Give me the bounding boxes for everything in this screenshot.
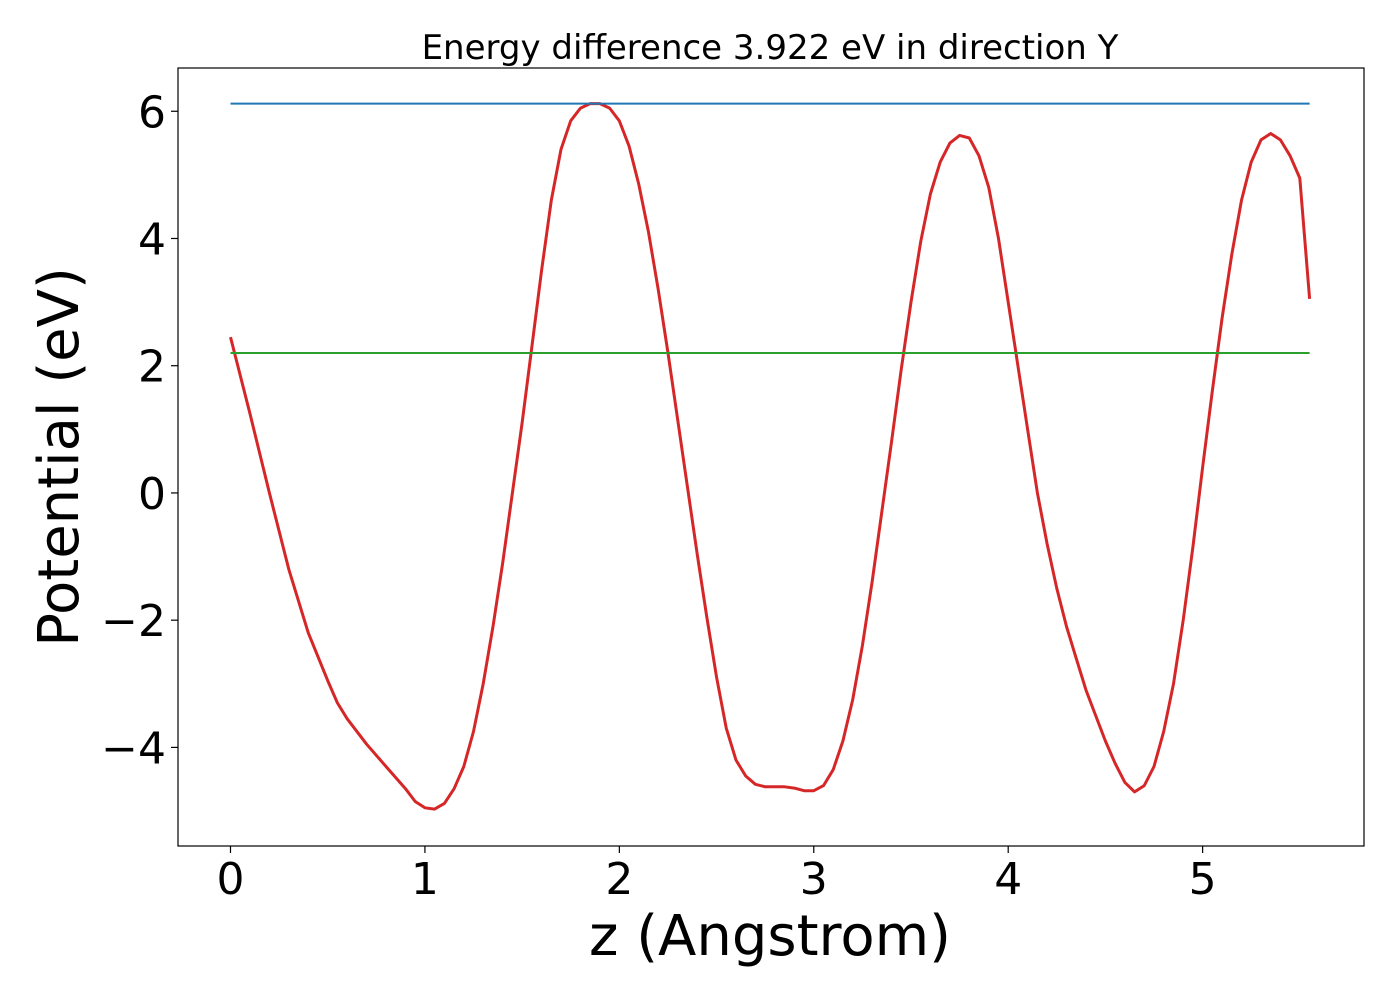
series-line-1 xyxy=(229,102,1312,811)
y-axis-label: Potential (eV) xyxy=(27,267,92,647)
x-tick-label: 5 xyxy=(1189,854,1217,905)
y-tick-label: 2 xyxy=(138,342,166,393)
y-tick-label: 6 xyxy=(138,87,166,138)
x-tick-label: 2 xyxy=(605,854,633,905)
x-tick-label: 1 xyxy=(411,854,439,905)
x-axis: 0 1 2 3 4 5 xyxy=(216,846,1217,905)
y-tick-label: −2 xyxy=(101,596,166,647)
y-tick-label: 0 xyxy=(138,469,166,520)
y-tick-label: −4 xyxy=(101,723,166,774)
x-axis-label: z (Angstrom) xyxy=(589,904,951,969)
x-tick-label: 4 xyxy=(994,854,1022,905)
y-axis: 6 4 2 0 −2 −4 xyxy=(101,87,178,774)
x-tick-label: 3 xyxy=(800,854,828,905)
y-tick-label: 4 xyxy=(138,214,166,265)
x-tick-label: 0 xyxy=(216,854,244,905)
plot-area xyxy=(229,102,1312,811)
plot-frame xyxy=(177,67,1365,847)
chart-title: Energy difference 3.922 eV in direction … xyxy=(422,28,1119,68)
